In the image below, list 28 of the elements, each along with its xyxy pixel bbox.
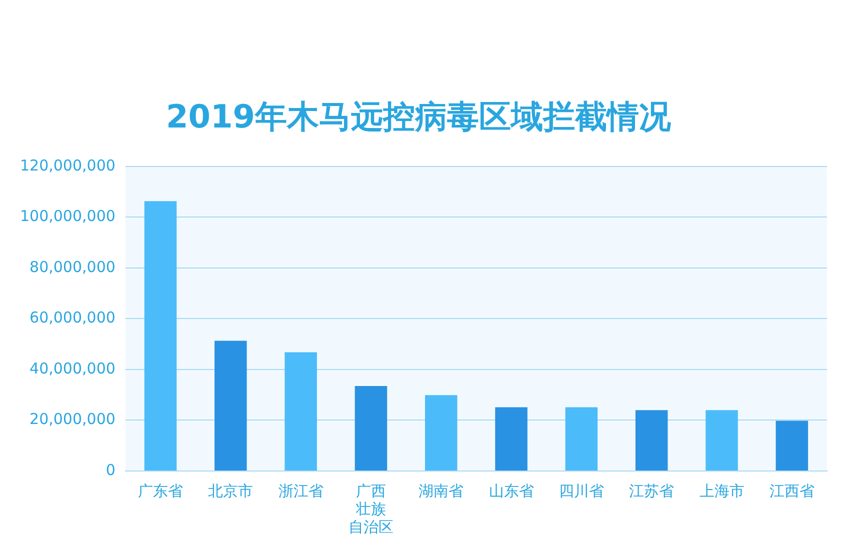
bar (635, 410, 668, 470)
bar (214, 340, 247, 470)
y-tick-label: 80,000,000 (30, 258, 116, 276)
y-tick-label: 40,000,000 (30, 359, 116, 378)
x-tick-label: 江西省 (769, 482, 814, 500)
x-tick-label: 北京市 (208, 482, 254, 500)
x-tick-label: 山东省 (488, 482, 534, 500)
x-tick-label: 广东省 (138, 482, 184, 500)
bar (144, 201, 177, 470)
y-tick-label: 100,000,000 (20, 207, 116, 226)
y-tick-label: 20,000,000 (30, 410, 116, 428)
bar (776, 420, 808, 470)
x-tick-label: 上海市 (699, 482, 744, 500)
y-tick-label: 0 (106, 460, 116, 479)
y-tick-label: 60,000,000 (30, 308, 116, 327)
chart-title: 2019年木马远控病毒区域拦截情况 (166, 98, 672, 136)
x-tick-label: 湖南省 (418, 482, 464, 500)
bar (706, 410, 738, 470)
x-tick-label: 广西壮族自治区 (348, 482, 394, 536)
y-tick-label: 120,000,000 (20, 156, 116, 174)
x-tick-label: 江苏省 (629, 482, 674, 500)
bar (284, 352, 317, 470)
x-tick-label: 浙江省 (278, 482, 324, 500)
bar (565, 407, 598, 470)
bar (495, 407, 528, 470)
bar (425, 395, 458, 470)
x-tick-label: 四川省 (558, 482, 604, 500)
bar (354, 386, 388, 470)
